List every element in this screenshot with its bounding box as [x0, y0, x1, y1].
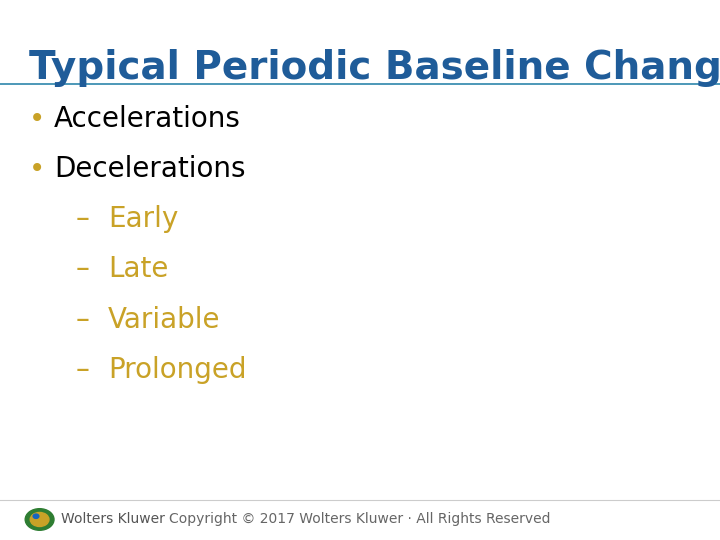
Text: Variable: Variable	[108, 306, 220, 334]
Text: –: –	[76, 255, 89, 284]
Text: Accelerations: Accelerations	[54, 105, 241, 133]
Circle shape	[33, 514, 39, 518]
Text: Late: Late	[108, 255, 168, 284]
Text: Decelerations: Decelerations	[54, 155, 246, 183]
Text: –: –	[76, 306, 89, 334]
Text: •: •	[29, 155, 45, 183]
Text: Wolters Kluwer: Wolters Kluwer	[61, 512, 165, 526]
Text: –: –	[76, 205, 89, 233]
Circle shape	[30, 512, 49, 526]
Text: Early: Early	[108, 205, 179, 233]
Text: •: •	[29, 105, 45, 133]
Circle shape	[25, 509, 54, 530]
Text: Prolonged: Prolonged	[108, 356, 246, 384]
Text: Copyright © 2017 Wolters Kluwer · All Rights Reserved: Copyright © 2017 Wolters Kluwer · All Ri…	[169, 512, 551, 526]
Text: Typical Periodic Baseline Changes: Typical Periodic Baseline Changes	[29, 49, 720, 86]
Text: –: –	[76, 356, 89, 384]
